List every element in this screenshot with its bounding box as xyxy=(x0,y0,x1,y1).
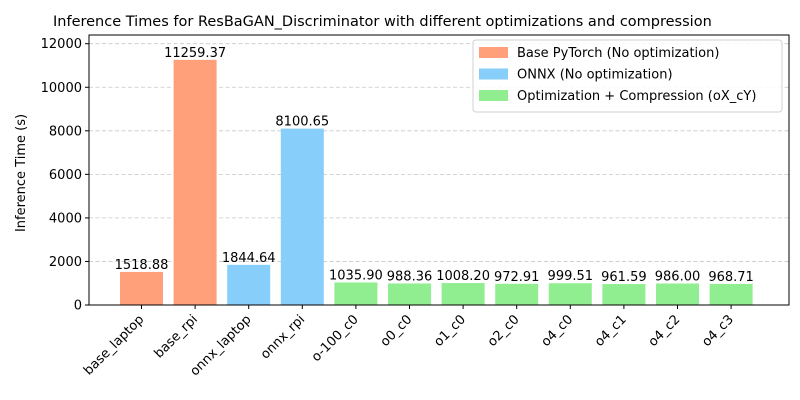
legend-swatch xyxy=(479,68,508,80)
x-tick-label: o4_c1 xyxy=(592,312,630,350)
bar-value-label: 1008.20 xyxy=(436,269,490,284)
bar xyxy=(548,283,592,305)
x-tick-label: base_laptop xyxy=(81,312,147,378)
legend-label: Optimization + Compression (oX_cY) xyxy=(517,89,756,104)
bar-value-label: 972.91 xyxy=(494,270,540,285)
y-tick-label: 10000 xyxy=(41,81,82,96)
x-tick-label: o4_c0 xyxy=(539,312,577,350)
bars xyxy=(120,59,753,305)
bar xyxy=(388,283,431,305)
bar xyxy=(441,283,485,305)
bar-value-label: 1518.88 xyxy=(115,258,169,273)
legend: Base PyTorch (No optimization) ONNX (No o… xyxy=(472,39,783,113)
y-axis-label: Inference Time (s) xyxy=(14,114,29,232)
bar xyxy=(709,283,753,305)
x-tick-label: onnx_rpi xyxy=(258,312,308,362)
bar-value-label: 961.59 xyxy=(601,270,647,285)
bar xyxy=(602,284,646,305)
bar-value-label: 1844.64 xyxy=(222,251,276,266)
y-tick-label: 4000 xyxy=(49,211,82,226)
bar xyxy=(334,282,378,305)
y-tick-label: 0 xyxy=(74,299,82,314)
y-tick-label: 2000 xyxy=(49,255,82,270)
bar xyxy=(495,283,539,305)
x-tick-label: o2_c0 xyxy=(485,312,523,350)
legend-label: Base PyTorch (No optimization) xyxy=(517,46,719,61)
bar xyxy=(656,283,699,305)
x-tick-label: o0_c0 xyxy=(378,312,416,350)
chart-title: Inference Times for ResBaGAN_Discriminat… xyxy=(53,14,712,30)
legend-swatch xyxy=(479,47,508,58)
x-tick-label: base_rpi xyxy=(152,312,201,361)
bar xyxy=(227,264,271,305)
bar-value-label: 1035.90 xyxy=(329,268,383,283)
bar-value-label: 988.36 xyxy=(387,269,433,284)
legend-box xyxy=(472,39,783,113)
y-tick-label: 12000 xyxy=(41,37,82,52)
legend-swatch xyxy=(479,90,508,101)
bar xyxy=(173,59,217,305)
bar-value-label: 999.51 xyxy=(548,269,594,284)
bar-value-label: 968.71 xyxy=(708,270,754,285)
plot-frame xyxy=(88,34,790,306)
bar-value-label: 8100.65 xyxy=(275,115,329,130)
bar-value-label: 11259.37 xyxy=(164,46,226,61)
y-tick-label: 8000 xyxy=(49,124,82,139)
x-tick-label: o1_c0 xyxy=(431,312,469,350)
x-tick-label: o4_c2 xyxy=(646,312,684,350)
y-axis-ticks: 0 2000 4000 6000 8000 10000 12000 xyxy=(41,37,89,314)
x-tick-label: o4_c3 xyxy=(699,312,737,350)
bar-value-labels: 1518.88 11259.37 1844.64 8100.65 1035.90 988.… xyxy=(115,46,754,285)
bar xyxy=(280,128,324,305)
legend-label: ONNX (No optimization) xyxy=(517,68,673,83)
bar xyxy=(120,271,163,305)
bar-value-label: 986.00 xyxy=(655,270,701,285)
x-tick-label: o-100_c0 xyxy=(309,312,362,365)
y-tick-label: 6000 xyxy=(49,168,82,183)
